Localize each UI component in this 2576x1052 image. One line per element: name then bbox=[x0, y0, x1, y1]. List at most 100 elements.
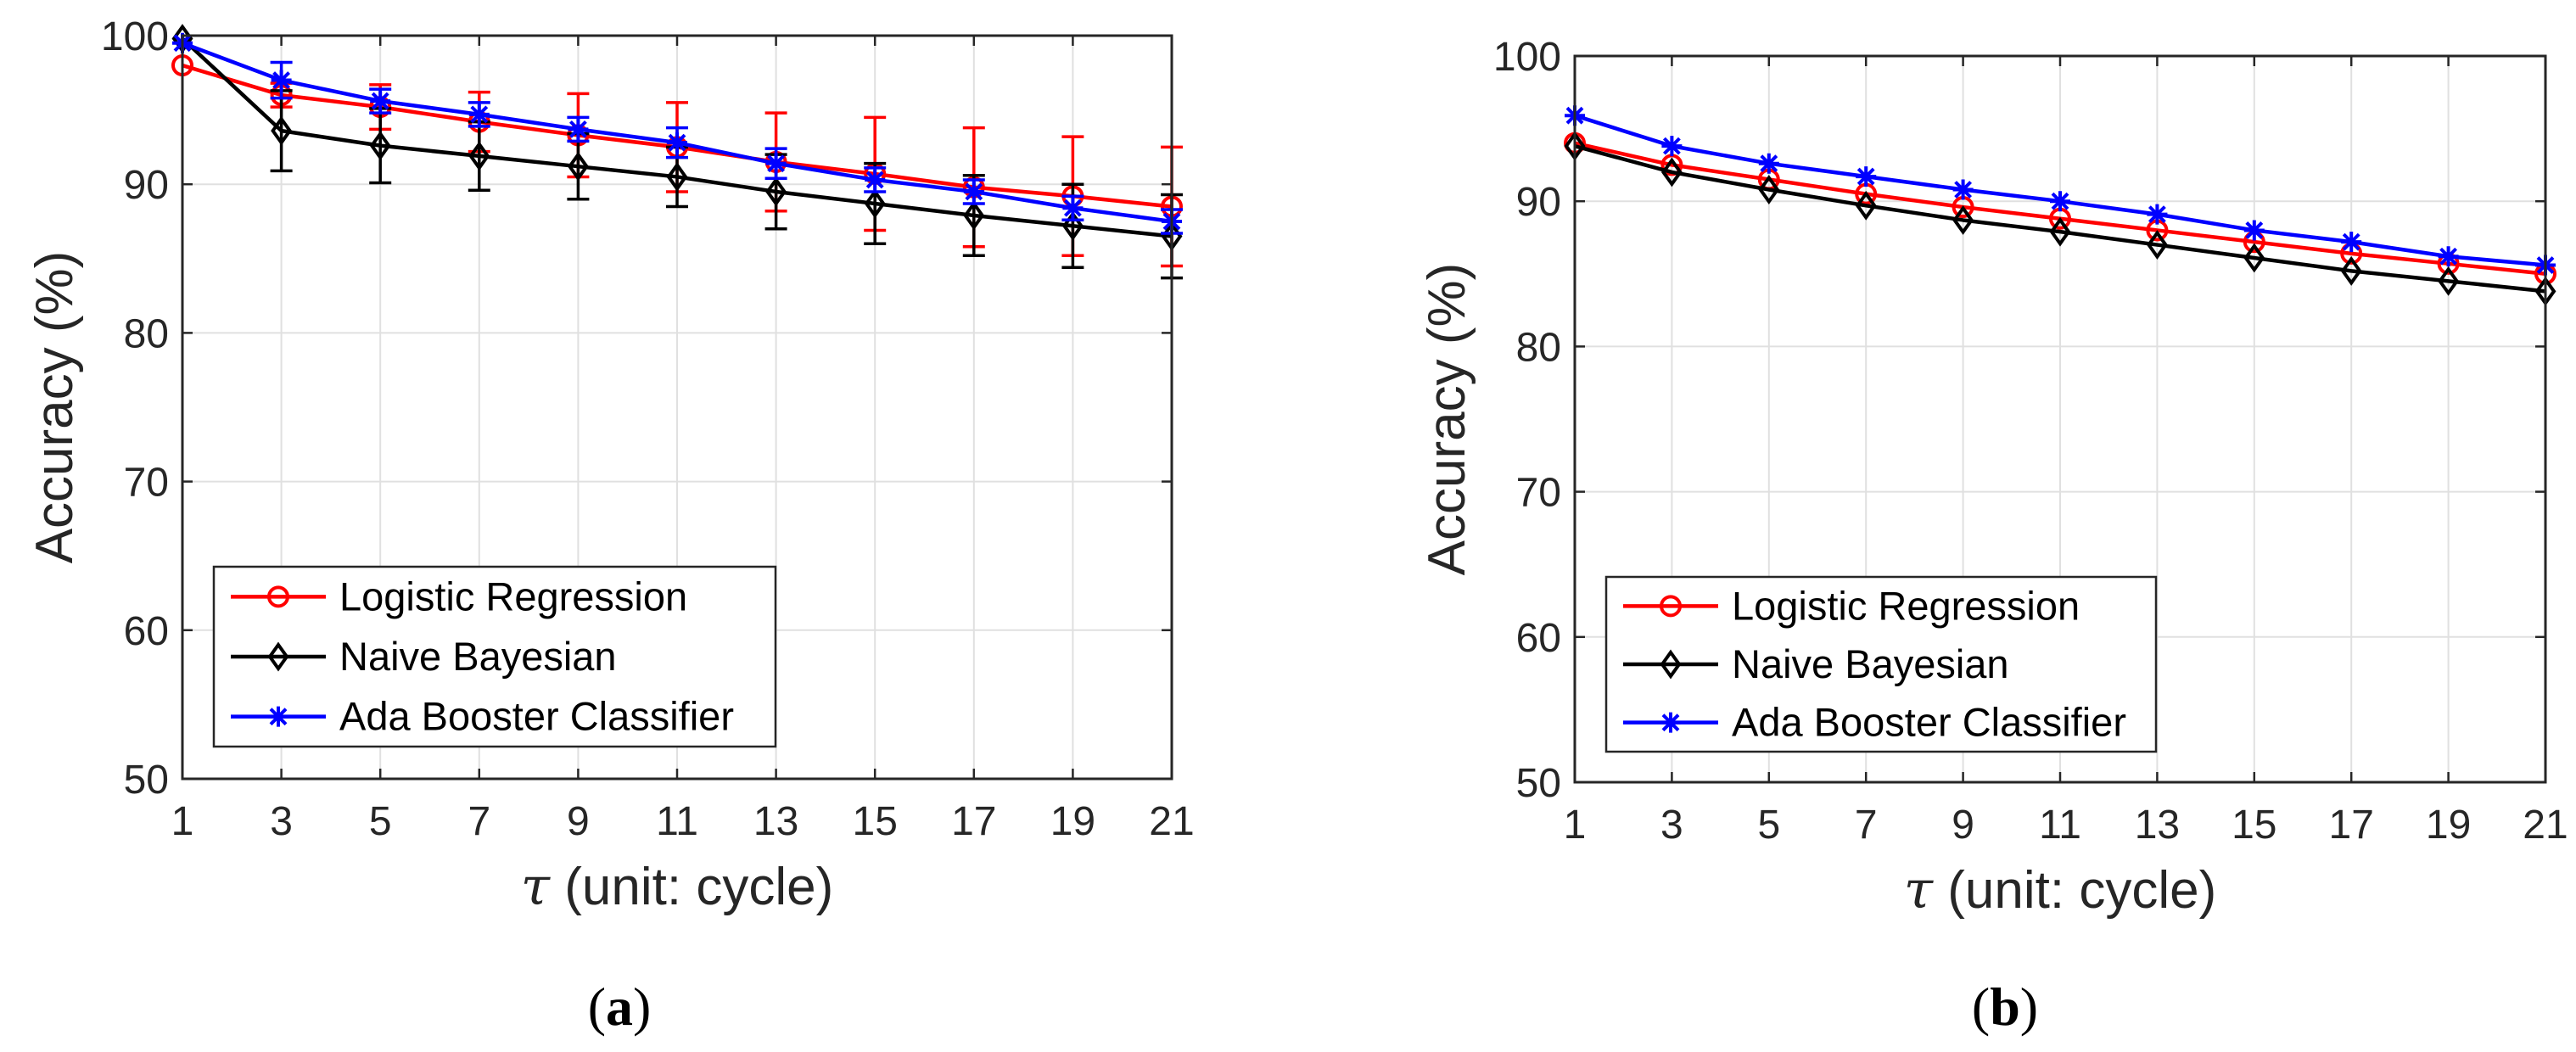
x-tick-label: 17 bbox=[2329, 803, 2374, 848]
legend-item: Ada Booster Classifier bbox=[1623, 700, 2126, 745]
data-point bbox=[2146, 230, 2168, 260]
data-point bbox=[1758, 175, 1780, 204]
series-line bbox=[181, 36, 1173, 238]
x-axis-label-symbol: τ bbox=[1904, 859, 1935, 920]
legend-label: Logistic Regression bbox=[339, 574, 687, 618]
y-axis-label: Accuracy (%) bbox=[1418, 263, 1476, 576]
legend-label: Naive Bayesian bbox=[1732, 641, 2009, 686]
legend-marker bbox=[1660, 595, 1682, 618]
data-point bbox=[1855, 190, 1877, 221]
data-point bbox=[2050, 191, 2070, 212]
x-tick-label: 11 bbox=[2039, 803, 2081, 848]
panel-label-open: ( bbox=[1972, 976, 1990, 1037]
data-point bbox=[864, 188, 886, 219]
x-axis-label-text: (unit: cycle) bbox=[564, 858, 833, 916]
data-point bbox=[963, 200, 985, 231]
panel-label: (a) bbox=[588, 976, 652, 1037]
data-point bbox=[2049, 216, 2071, 247]
legend-label: Logistic Regression bbox=[1732, 583, 2080, 628]
data-point bbox=[963, 181, 984, 202]
x-tick-label: 15 bbox=[853, 799, 898, 844]
data-point bbox=[1952, 179, 1974, 200]
x-tick-label: 5 bbox=[1757, 803, 1780, 848]
x-tick-label: 19 bbox=[2426, 803, 2471, 848]
legend-marker bbox=[268, 706, 288, 727]
x-tick-label: 15 bbox=[2232, 803, 2276, 848]
data-point bbox=[2147, 204, 2168, 225]
legend-marker bbox=[1660, 649, 1682, 680]
x-tick-label: 9 bbox=[1952, 803, 1974, 848]
panel-label: (b) bbox=[1972, 976, 2038, 1037]
x-axis-label-spacer bbox=[1933, 861, 1947, 920]
data-point bbox=[1661, 136, 1683, 157]
y-tick-label: 80 bbox=[124, 311, 169, 356]
panel-label-close: ) bbox=[2020, 976, 2038, 1037]
data-point bbox=[667, 132, 687, 154]
data-point bbox=[2340, 255, 2362, 286]
x-tick-label: 19 bbox=[1050, 799, 1095, 844]
series-line bbox=[1574, 143, 2546, 294]
legend-label: Naive Bayesian bbox=[339, 634, 617, 679]
y-tick-label: 100 bbox=[101, 14, 169, 59]
data-point bbox=[1856, 166, 1877, 187]
x-axis-label-symbol: τ bbox=[521, 855, 552, 917]
x-tick-label: 1 bbox=[1564, 803, 1587, 848]
legend-marker bbox=[1660, 712, 1681, 733]
x-tick-label: 9 bbox=[567, 799, 590, 844]
x-tick-label: 13 bbox=[2135, 803, 2180, 848]
data-point bbox=[2341, 232, 2362, 253]
y-tick-label: 60 bbox=[124, 609, 169, 654]
axes-frame bbox=[181, 34, 1173, 781]
data-point bbox=[865, 169, 886, 190]
data-point bbox=[271, 70, 292, 91]
data-point bbox=[567, 151, 589, 182]
data-point bbox=[2243, 243, 2265, 273]
data-point bbox=[765, 153, 787, 174]
x-axis-label-text: (unit: cycle) bbox=[1947, 861, 2216, 920]
x-tick-label: 21 bbox=[1149, 799, 1194, 844]
data-point bbox=[1061, 210, 1084, 241]
x-axis-label-spacer bbox=[550, 858, 564, 916]
x-axis-label: τ (unit: cycle) bbox=[521, 855, 834, 917]
y-tick-label: 50 bbox=[124, 758, 169, 803]
panel-label-close: ) bbox=[633, 976, 651, 1037]
x-tick-label: 21 bbox=[2523, 803, 2568, 848]
data-point bbox=[765, 176, 787, 207]
data-point bbox=[468, 104, 490, 125]
legend-item: Naive Bayesian bbox=[231, 634, 617, 679]
legend-marker bbox=[267, 641, 289, 672]
legend-item: Ada Booster Classifier bbox=[231, 694, 734, 739]
data-point bbox=[1952, 205, 1974, 235]
data-point bbox=[1062, 198, 1084, 219]
data-point bbox=[370, 91, 391, 112]
legend: Logistic Regression Naive Bayesian Ada Boo… bbox=[212, 565, 777, 748]
legend-item: Naive Bayesian bbox=[1623, 641, 2009, 686]
data-point bbox=[666, 161, 688, 192]
legend-item: Logistic Regression bbox=[231, 574, 687, 618]
x-tick-label: 13 bbox=[753, 799, 798, 844]
y-axis-label: Accuracy (%) bbox=[25, 251, 84, 564]
data-point bbox=[2243, 220, 2265, 241]
x-tick-label: 11 bbox=[656, 799, 698, 844]
y-tick-label: 90 bbox=[124, 163, 169, 208]
x-tick-label: 3 bbox=[270, 799, 293, 844]
data-point bbox=[369, 131, 391, 161]
series-asterisk bbox=[172, 32, 1183, 235]
data-point bbox=[568, 119, 589, 140]
data-point bbox=[468, 141, 490, 171]
data-point bbox=[2438, 266, 2460, 296]
y-tick-label: 70 bbox=[124, 461, 169, 506]
x-tick-label: 7 bbox=[1855, 803, 1878, 848]
x-axis-label: τ (unit: cycle) bbox=[1904, 859, 2217, 920]
panel-label-letter: b bbox=[1990, 976, 2020, 1037]
panel-label-letter: a bbox=[606, 976, 633, 1037]
x-tick-label: 5 bbox=[369, 799, 392, 844]
data-point bbox=[271, 115, 293, 146]
y-tick-label: 100 bbox=[1493, 35, 1561, 80]
data-point bbox=[1660, 157, 1683, 187]
y-tick-label: 80 bbox=[1516, 325, 1561, 370]
y-tick-label: 60 bbox=[1516, 616, 1561, 661]
